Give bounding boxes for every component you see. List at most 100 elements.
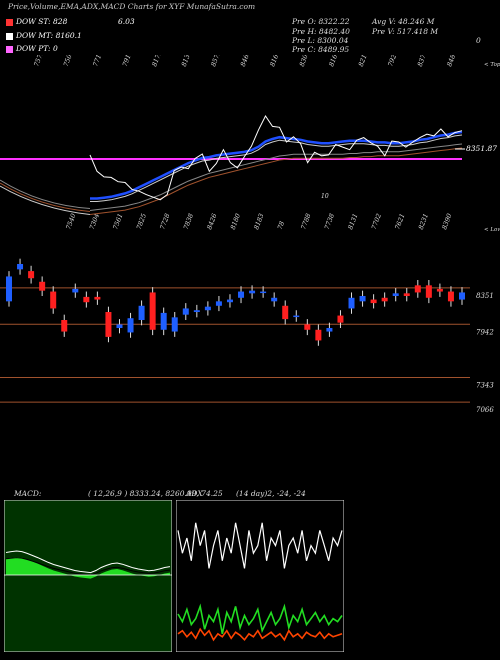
top-tick-label: 8217	[357, 55, 370, 68]
price-line	[89, 115, 463, 201]
adx-plus-di-line	[177, 603, 343, 634]
adx-background	[176, 500, 344, 652]
pre-low: Pre L: 8300.04	[292, 36, 349, 45]
top-tick-label: 8305	[298, 55, 311, 68]
level-label: 8351	[476, 292, 494, 300]
bottom-tick-label: 8390	[440, 212, 453, 230]
bottom-tick-label: 7561	[111, 212, 124, 230]
ema-mid-line	[90, 134, 463, 202]
pre-open: Pre O: 8322.22	[292, 17, 350, 26]
candle-body	[28, 271, 35, 279]
bottom-tick-label: 7738	[323, 212, 336, 230]
candle-body	[381, 297, 388, 302]
adx-chart	[176, 500, 344, 652]
dow-st-swatch	[6, 19, 13, 26]
top-tick-label: 8572	[209, 55, 222, 68]
candle-body	[436, 288, 443, 292]
top-tick-label: 8463	[239, 55, 252, 68]
candle-body	[116, 324, 123, 328]
adx-line	[177, 522, 343, 569]
candle-body	[414, 285, 421, 293]
candle-body	[249, 290, 256, 294]
candle-body	[171, 317, 178, 332]
top-tick-label: 848	[445, 55, 457, 68]
top-tick-label: 7505	[62, 55, 75, 68]
candle-body	[127, 318, 134, 333]
macd-histogram	[6, 557, 170, 579]
candle-body	[459, 292, 465, 300]
bottom-right-label: < Lows	[484, 227, 500, 233]
bottom-tick-label: 7838	[182, 212, 195, 230]
candle-body	[447, 291, 454, 302]
candle-body	[39, 281, 46, 291]
pre-high: Pre H: 8482.40	[292, 27, 350, 36]
candle-body	[226, 299, 233, 303]
candle-body	[337, 315, 344, 323]
bottom-tick-label: 8231	[417, 212, 430, 230]
candle-body	[326, 328, 333, 332]
bottom-tick-label: 7728	[158, 212, 171, 230]
price-ema-chart: 7573 7505 7711 7917 8172 8130 8572 8463 8166 8305…	[0, 55, 500, 233]
candle-body	[138, 305, 145, 320]
adx-label: ADX	[186, 489, 203, 498]
candle-body	[17, 264, 24, 270]
top-right-label: < Tope	[484, 62, 500, 68]
candlestick-chart: 8351 7942 7343 7066	[0, 258, 494, 414]
candle-body	[83, 296, 90, 303]
top-tick-label: 7928	[386, 55, 399, 68]
candle-body	[260, 291, 267, 294]
candle-body	[61, 320, 68, 332]
candle-body	[182, 308, 189, 315]
candle-body	[282, 305, 289, 320]
trend-line-early	[0, 182, 91, 212]
dow-st-label: DOW ST: 828	[16, 17, 68, 26]
bottom-tick-label: 7788	[299, 212, 312, 230]
bottom-tick-label: 78	[276, 220, 286, 231]
mid-label: 10	[321, 193, 329, 200]
bottom-tick-label: 7702	[370, 212, 383, 230]
bottom-tick-label: 8131	[346, 212, 359, 230]
candle-body	[204, 306, 211, 311]
ema-slow-brown	[89, 147, 463, 215]
dow-pt-swatch	[6, 46, 13, 53]
candle-body	[392, 293, 399, 296]
bottom-tick-label: 8426	[205, 212, 218, 230]
top-tick-label: 7711	[91, 55, 104, 68]
level-label: 7942	[476, 328, 494, 336]
candle-body	[370, 299, 377, 304]
corner-mark: 0	[476, 36, 481, 45]
dow-pt-label: DOW PT: 0	[16, 44, 58, 53]
bottom-tick-label: 7825	[135, 212, 148, 230]
level-label: 7343	[476, 382, 494, 390]
top-tick-label: 7573	[32, 55, 45, 68]
candle-body	[403, 293, 410, 296]
candle-body	[160, 312, 167, 330]
top-tick-label: 7917	[121, 55, 134, 68]
top-tick-label: 8172	[150, 55, 163, 68]
macd-params: ( 12,26,9 ) 8333.24, 8260.99, 74.25	[88, 489, 223, 498]
candle-body	[72, 288, 79, 293]
candle-body	[359, 296, 366, 302]
candle-body	[293, 315, 300, 318]
candle-body	[193, 310, 200, 312]
adx-params: (14 day)2, -24, -24	[236, 489, 306, 498]
ema-slow-gray	[89, 143, 463, 211]
level-label: 7066	[476, 406, 494, 414]
pre-close: Pre C: 8489.95	[292, 45, 350, 54]
dow-mt-label: DOW MT: 8160.1	[16, 31, 82, 40]
top-tick-label: 8371	[416, 55, 429, 68]
candle-body	[271, 297, 278, 302]
candle-body	[238, 291, 245, 298]
macd-chart	[4, 500, 172, 652]
trend-line-early	[0, 185, 91, 215]
candle-body	[348, 297, 355, 309]
ema-fast-line	[90, 130, 463, 200]
macd-line	[5, 550, 171, 574]
candle-body	[425, 285, 432, 298]
last-value-label: 8351.87	[466, 144, 497, 153]
top-tick-label: 8166	[268, 55, 281, 68]
macd-label: MACD:	[14, 489, 42, 498]
candle-body	[149, 292, 156, 330]
chart-title: Price,Volume,EMA,ADX,MACD Charts for XYF…	[8, 2, 256, 11]
candle-body	[215, 301, 222, 306]
